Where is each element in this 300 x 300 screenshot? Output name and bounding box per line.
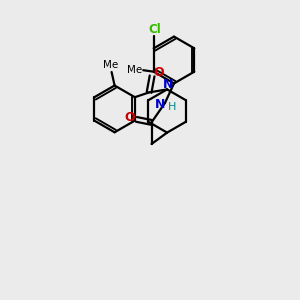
Text: N: N [154,98,165,111]
Text: O: O [153,66,164,79]
Text: H: H [167,101,176,112]
Text: Me: Me [127,64,142,75]
Text: N: N [163,77,173,91]
Text: Me: Me [103,60,118,70]
Text: O: O [124,111,135,124]
Text: Cl: Cl [148,22,161,36]
